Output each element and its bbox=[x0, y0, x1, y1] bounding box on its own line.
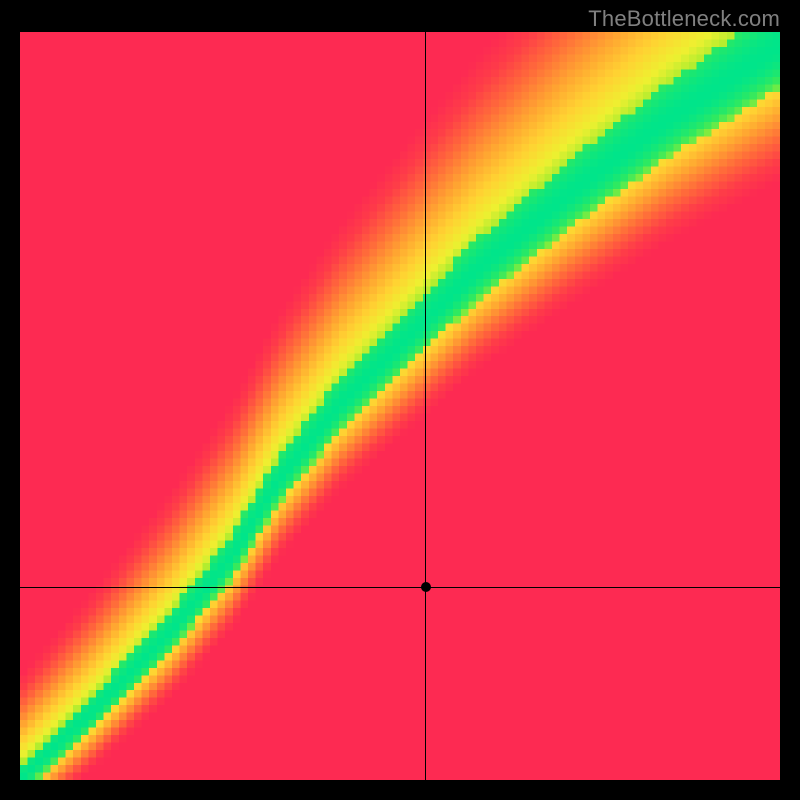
plot-area bbox=[20, 32, 780, 780]
watermark-text: TheBottleneck.com bbox=[588, 6, 780, 32]
chart-container: TheBottleneck.com bbox=[0, 0, 800, 800]
crosshair-vertical bbox=[425, 32, 426, 780]
crosshair-dot bbox=[421, 582, 431, 592]
bottleneck-heatmap bbox=[20, 32, 780, 780]
crosshair-horizontal bbox=[20, 587, 780, 588]
